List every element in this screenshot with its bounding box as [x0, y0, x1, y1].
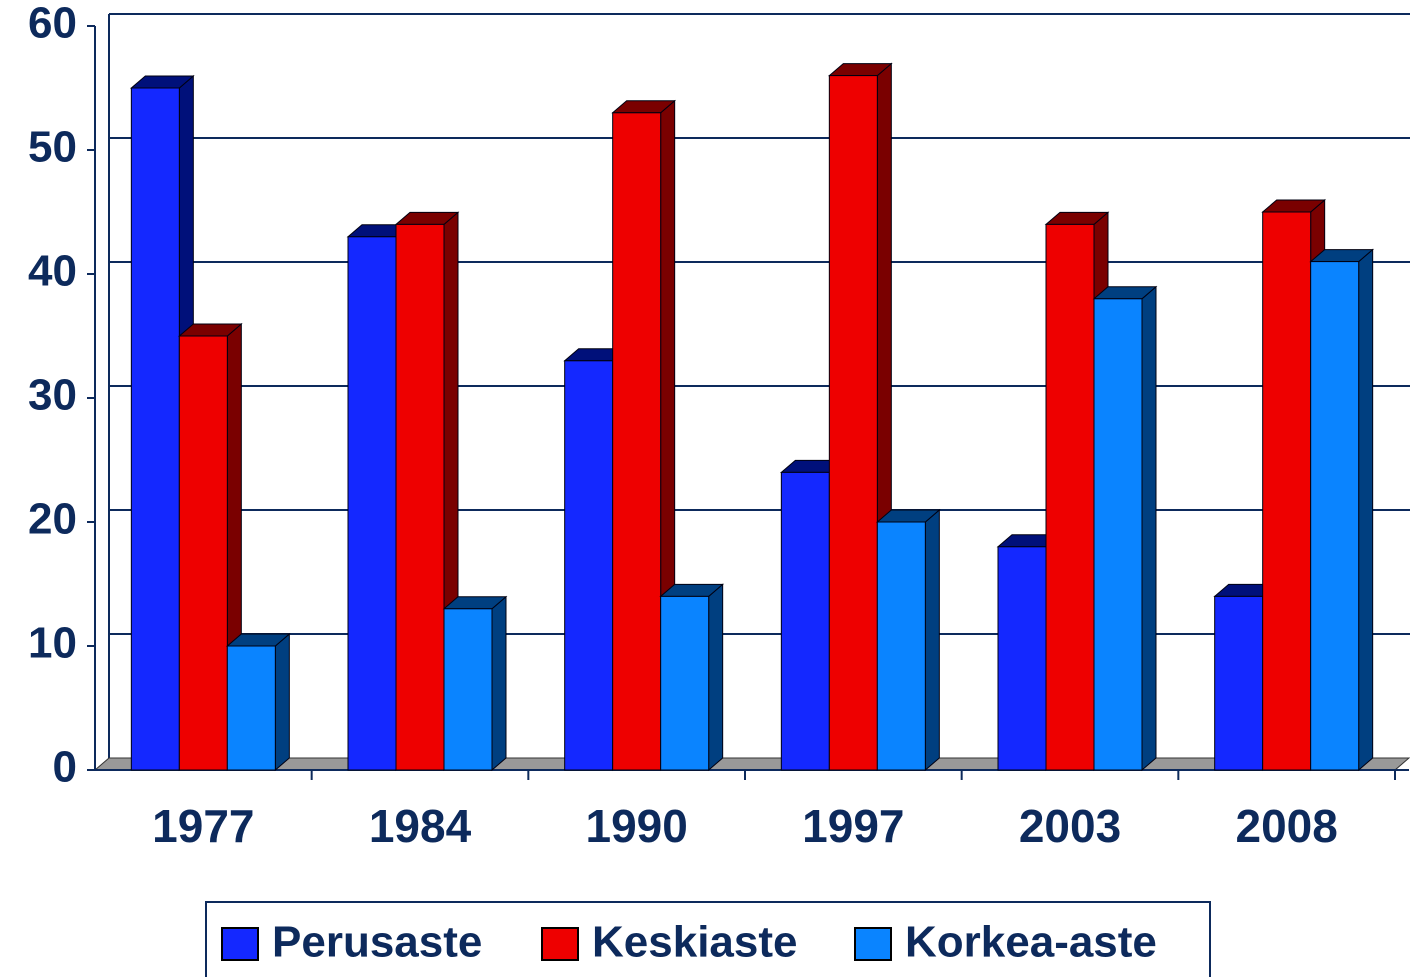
bar [1092, 285, 1158, 772]
y-tick-label: 0 [53, 743, 77, 792]
legend-swatch [854, 927, 892, 961]
bar [875, 508, 941, 772]
x-tick-label: 2003 [1019, 800, 1121, 852]
legend-box [205, 901, 1211, 977]
floor [93, 757, 1410, 771]
y-tick-label: 30 [28, 371, 77, 420]
y-tick-label: 60 [28, 0, 77, 48]
y-tick-label: 50 [28, 123, 77, 172]
legend-label: Keskiaste [592, 918, 797, 967]
y-tick-label: 20 [28, 495, 77, 544]
legend-swatch [541, 927, 579, 961]
bar [563, 347, 629, 772]
x-tick-label: 1984 [369, 800, 472, 852]
x-tick-label: 1977 [152, 800, 254, 852]
x-tick-label: 2008 [1235, 800, 1337, 852]
bar [442, 595, 508, 772]
bar [225, 632, 291, 772]
bar [1309, 248, 1375, 772]
y-tick-label: 10 [28, 619, 77, 668]
legend-swatch [221, 927, 259, 961]
bar [177, 322, 243, 772]
bar [394, 211, 460, 772]
legend-label: Perusaste [272, 918, 482, 967]
x-tick-label: 1997 [802, 800, 904, 852]
bar [659, 583, 725, 772]
x-tick-label: 1990 [585, 800, 687, 852]
y-tick-label: 40 [28, 247, 77, 296]
legend-label: Korkea-aste [905, 918, 1157, 967]
